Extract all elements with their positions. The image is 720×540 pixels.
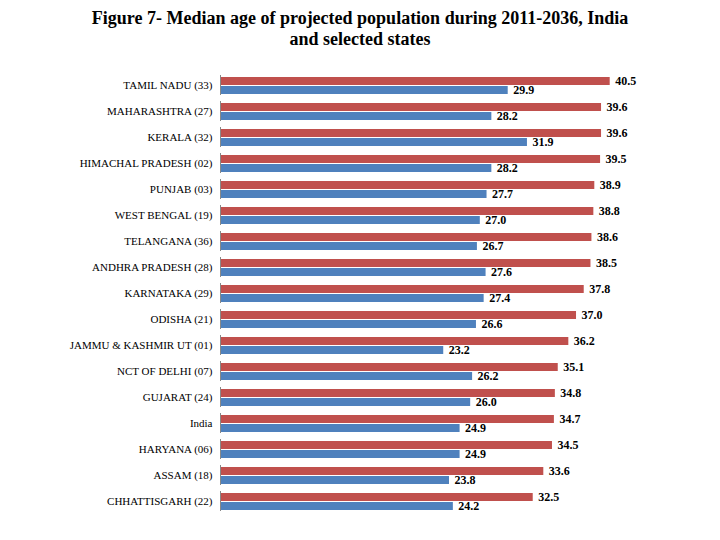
svg-text:34.8: 34.8 xyxy=(560,386,581,400)
svg-text:35.1: 35.1 xyxy=(563,360,584,374)
svg-text:37.0: 37.0 xyxy=(582,308,603,322)
svg-text:TELANGANA (36): TELANGANA (36) xyxy=(124,235,213,248)
svg-text:39.6: 39.6 xyxy=(607,126,628,140)
svg-text:CHHATTISGARH (22): CHHATTISGARH (22) xyxy=(107,495,213,508)
svg-text:PUNJAB (03): PUNJAB (03) xyxy=(150,183,213,196)
svg-text:TAMIL NADU (33): TAMIL NADU (33) xyxy=(123,79,212,92)
svg-text:33.6: 33.6 xyxy=(549,464,570,478)
svg-text:31.9: 31.9 xyxy=(532,135,553,149)
svg-text:ANDHRA PRADESH (28): ANDHRA PRADESH (28) xyxy=(92,261,213,274)
svg-text:24.2: 24.2 xyxy=(458,499,479,513)
svg-text:MAHARASHTRA (27): MAHARASHTRA (27) xyxy=(107,105,213,118)
svg-text:24.9: 24.9 xyxy=(465,447,486,461)
svg-text:38.6: 38.6 xyxy=(597,230,618,244)
svg-text:38.5: 38.5 xyxy=(596,256,617,270)
svg-text:34.5: 34.5 xyxy=(557,438,578,452)
svg-text:34.7: 34.7 xyxy=(559,412,580,426)
svg-text:27.6: 27.6 xyxy=(491,265,512,279)
svg-text:23.2: 23.2 xyxy=(449,343,470,357)
svg-text:29.9: 29.9 xyxy=(513,83,534,97)
svg-text:HARYANA (06): HARYANA (06) xyxy=(139,443,213,456)
svg-text:KERALA (32): KERALA (32) xyxy=(147,131,212,144)
svg-text:26.2: 26.2 xyxy=(478,369,499,383)
svg-text:GUJARAT (24): GUJARAT (24) xyxy=(143,391,213,404)
svg-text:28.2: 28.2 xyxy=(497,109,518,123)
svg-text:32.5: 32.5 xyxy=(538,490,559,504)
svg-text:40.5: 40.5 xyxy=(615,74,636,88)
svg-text:39.6: 39.6 xyxy=(607,100,628,114)
html-text:Figure 7- Median age of projec: Figure 7- Median age of projected popula… xyxy=(91,8,629,49)
svg-text:26.6: 26.6 xyxy=(481,317,502,331)
svg-text:ODISHA (21): ODISHA (21) xyxy=(150,313,212,326)
svg-text:26.7: 26.7 xyxy=(482,239,503,253)
svg-text:WEST BENGAL (19): WEST BENGAL (19) xyxy=(115,209,213,222)
svg-text:India: India xyxy=(190,417,213,429)
svg-text:23.8: 23.8 xyxy=(455,473,476,487)
svg-text:26.0: 26.0 xyxy=(476,395,497,409)
svg-text:JAMMU & KASHMIR UT (01): JAMMU & KASHMIR UT (01) xyxy=(70,339,213,352)
svg-text:NCT OF DELHI (07): NCT OF DELHI (07) xyxy=(117,365,213,378)
svg-text:24.9: 24.9 xyxy=(465,421,486,435)
svg-text:37.8: 37.8 xyxy=(589,282,610,296)
svg-text:38.8: 38.8 xyxy=(599,204,620,218)
svg-text:ASSAM (18): ASSAM (18) xyxy=(154,469,213,482)
svg-text:HIMACHAL PRADESH (02): HIMACHAL PRADESH (02) xyxy=(80,157,213,170)
svg-text:39.5: 39.5 xyxy=(606,152,627,166)
svg-text:27.0: 27.0 xyxy=(485,213,506,227)
svg-text:27.4: 27.4 xyxy=(489,291,510,305)
svg-text:27.7: 27.7 xyxy=(492,187,513,201)
svg-text:KARNATAKA (29): KARNATAKA (29) xyxy=(124,287,212,300)
svg-text:36.2: 36.2 xyxy=(574,334,595,348)
svg-text:28.2: 28.2 xyxy=(497,161,518,175)
svg-text:38.9: 38.9 xyxy=(600,178,621,192)
